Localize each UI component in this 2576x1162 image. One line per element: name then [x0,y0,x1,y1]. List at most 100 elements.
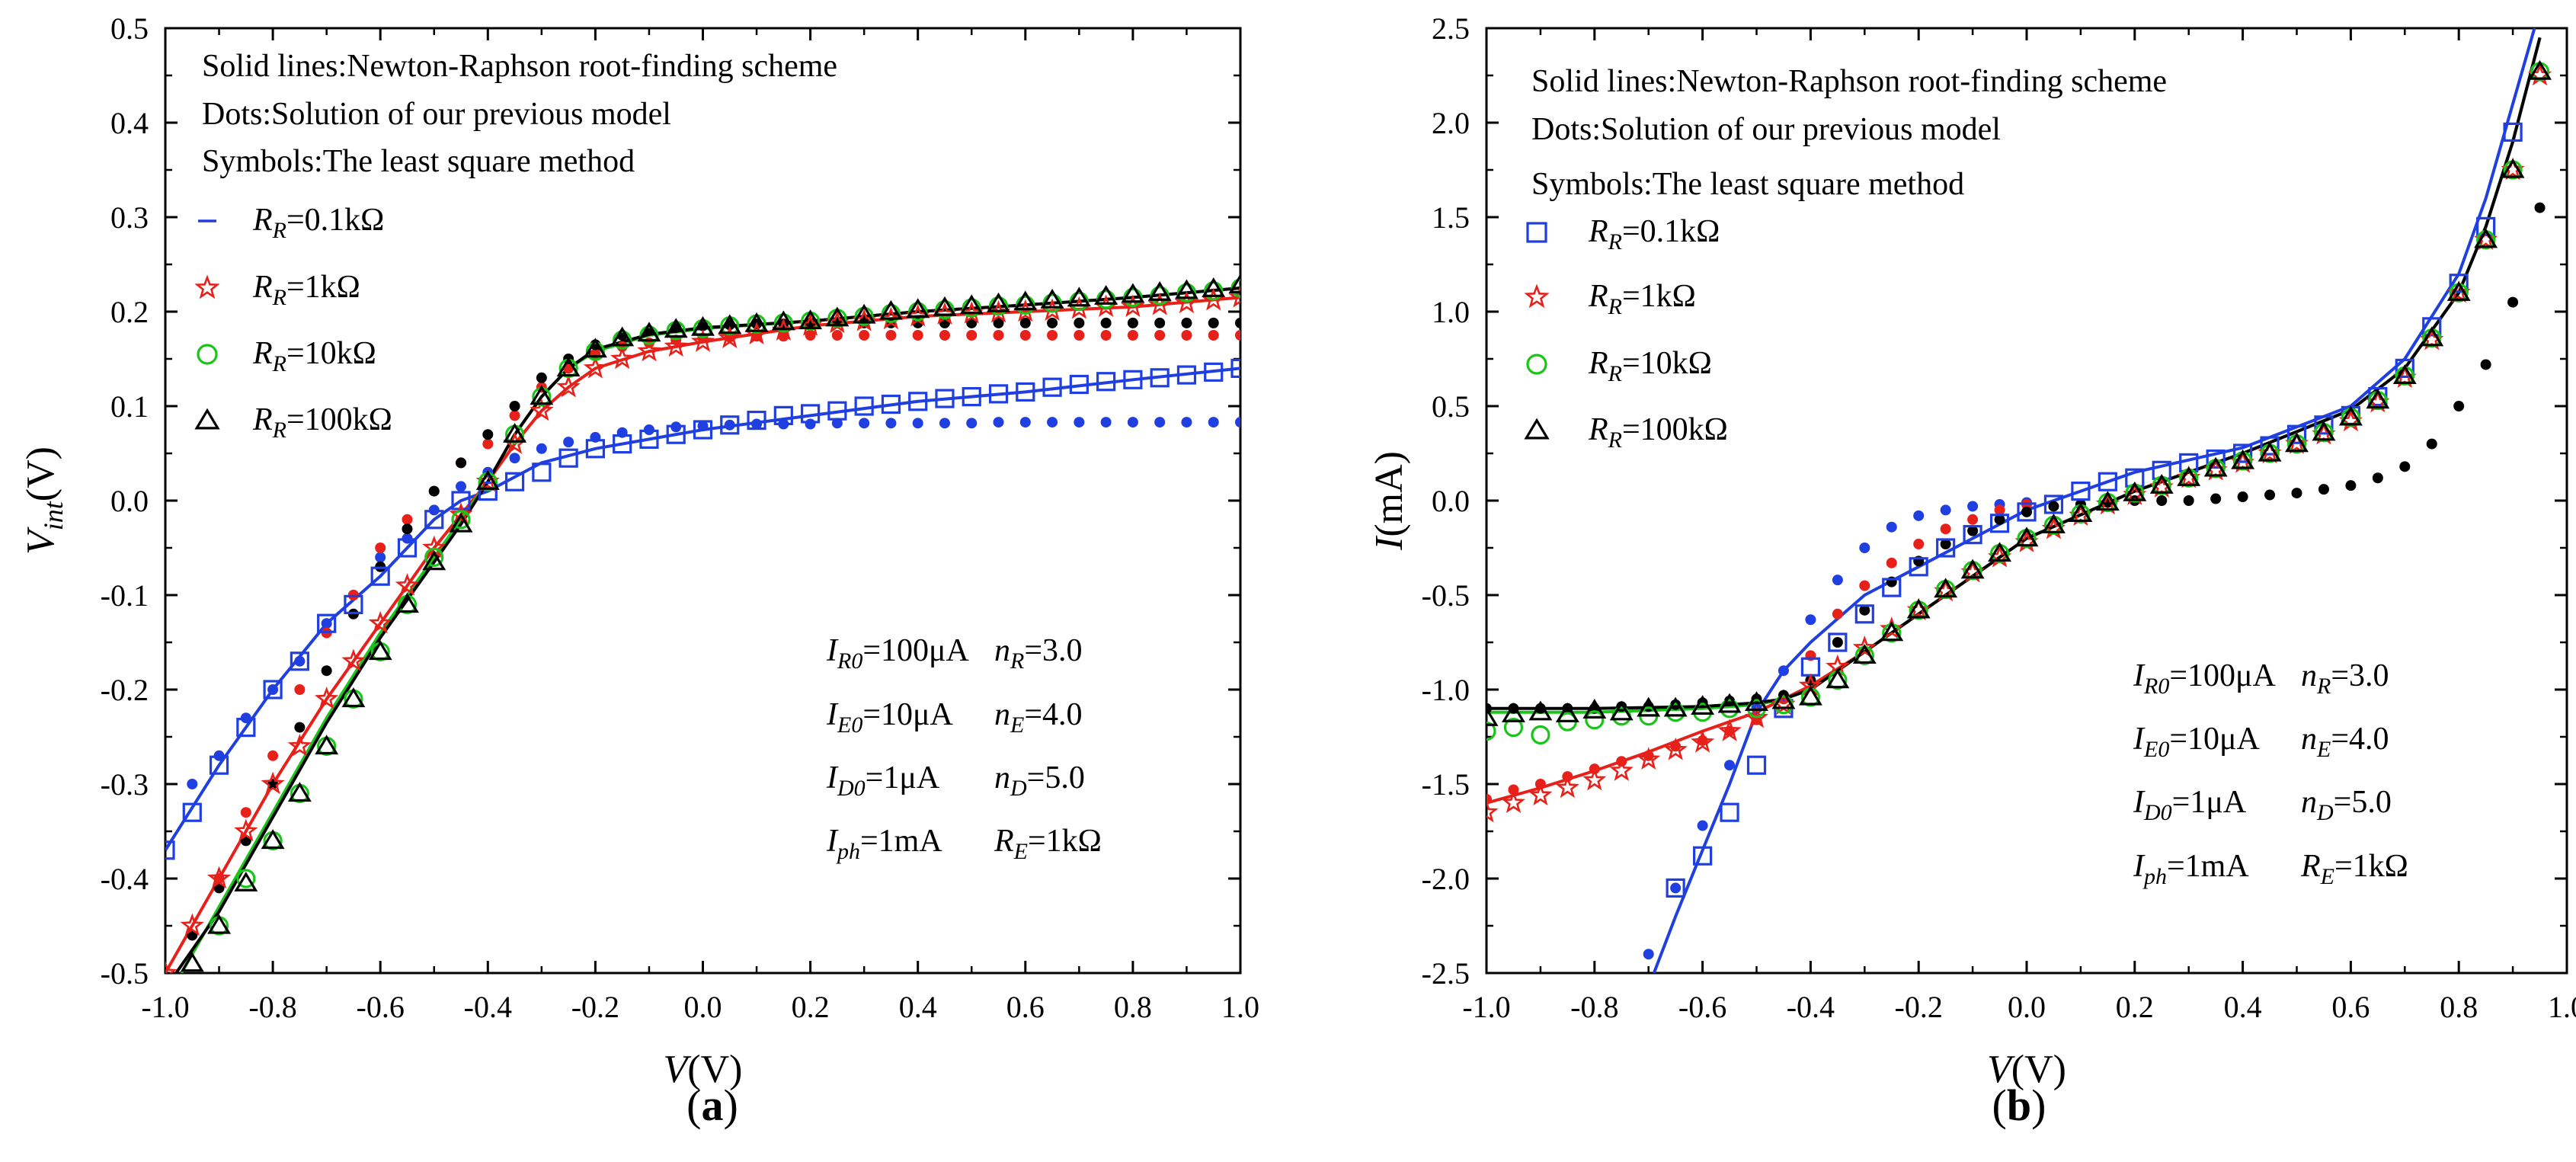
model-dot [1074,417,1085,428]
legend-symbol [1526,222,1547,243]
fit-marker [771,310,795,331]
x-tick-label: 0.6 [1006,990,1045,1024]
fit-marker [1486,799,1499,823]
panel-a: -1.0 -0.8 -0.6 -0.4 -0.2 0.0 0.2 0.4 0.6 0.8 1.0 0.… [19,11,1259,1130]
model-dot [1886,521,1897,533]
parameter-symbol: R [994,824,1014,859]
model-dot [1208,330,1219,341]
model-dot [428,485,440,497]
fit-marker [881,394,901,415]
model-dot [536,443,547,454]
fit-marker [2206,449,2226,469]
panel-b: -1.0 -0.8 -0.6 -0.4 -0.2 0.0 0.2 0.4 0.6 0.8 1.0 2.… [1368,11,2576,1130]
fit-marker [504,472,525,491]
fit-marker [1150,368,1170,388]
fit-marker [825,306,850,327]
x-tick-label: -0.6 [1678,990,1726,1024]
fit-marker [1717,719,1742,741]
model-dot [2021,506,2032,517]
fit-marker [207,914,232,934]
parameter-value: =1μA [866,760,940,795]
x-tick-label: -0.4 [464,990,512,1024]
fit-marker [744,312,769,332]
y-tick-label: 2.5 [1432,11,1470,46]
parameter-label: Iph=1mA [826,824,942,864]
model-dot [1181,417,1192,428]
model-dot [831,330,843,341]
fit-marker [2420,326,2444,347]
model-dot [2399,461,2411,472]
x-tick-label: -1.0 [141,990,189,1024]
fit-marker [317,613,337,633]
model-dot [2237,491,2248,503]
fit-marker [263,680,283,699]
fit-marker [959,294,984,315]
legend-label-subscript: R [272,285,286,310]
fit-marker [1503,717,1524,738]
model-dot [966,418,978,429]
fit-marker [637,322,661,342]
legend-label-symbol: R [252,203,273,238]
fit-marker [1123,370,1143,389]
parameter-value: =3.0 [2331,658,2389,693]
fit-marker [1693,846,1713,866]
fit-marker [800,404,821,424]
model-dot [1154,317,1166,328]
model-dot [1235,330,1240,341]
fit-marker [209,755,229,775]
fit-marker [1609,700,1634,721]
model-dot [1697,820,1708,831]
fit-marker [1963,525,1982,545]
legend-symbol [1524,418,1550,440]
fit-marker [180,913,204,936]
model-dot [1670,882,1682,894]
model-dot [1508,784,1519,795]
model-dot [1913,510,1925,521]
fit-marker [1094,284,1118,305]
model-dot [831,418,843,429]
y-tick-label: 0.4 [110,106,149,140]
fit-marker [2422,317,2442,337]
fit-marker [558,448,578,468]
parameter-value: =100μA [2169,658,2276,693]
fit-marker [2503,122,2523,142]
fit-marker [1880,616,1904,639]
fit-marker [1582,767,1607,791]
y-axis-label-unit: (V) [19,447,62,501]
fit-marker [691,315,715,336]
fit-marker [1691,695,1715,715]
fit-marker [1852,644,1877,664]
y-axis-label-unit: (mA) [1368,451,1411,537]
fit-marker [1069,374,1089,395]
fit-marker [1746,755,1767,775]
fit-marker [878,299,903,320]
parameter-subscript: R [2316,674,2331,699]
fit-marker [881,303,901,324]
fit-marker [341,648,366,672]
panel-label-close: ) [2031,1080,2046,1130]
fit-marker [2017,502,2037,522]
fit-marker [720,415,740,435]
fit-marker [315,687,339,709]
fit-marker [962,387,981,407]
parameter-value: =1μA [2172,785,2247,820]
parameter-symbol: I [2133,785,2146,820]
model-dot [482,429,494,440]
fit-marker [180,952,204,972]
legend-label-symbol: R [1588,279,1608,314]
panel-label: (b) [1992,1080,2046,1130]
fit-marker [664,334,688,357]
legend-label: RR=10kΩ [252,336,376,376]
model-dot [1047,317,1058,328]
y-tick-label: 0.3 [110,200,149,235]
x-tick-label: 0.2 [792,990,830,1024]
fit-marker [165,840,175,860]
legend-label-value: =100kΩ [286,402,392,437]
fit-marker [236,869,256,888]
fit-marker [1202,277,1226,297]
method-note: Symbols:The least square method [1531,167,1964,202]
fit-marker [827,401,847,421]
fit-marker [1147,280,1172,301]
model-dot [993,330,1004,341]
